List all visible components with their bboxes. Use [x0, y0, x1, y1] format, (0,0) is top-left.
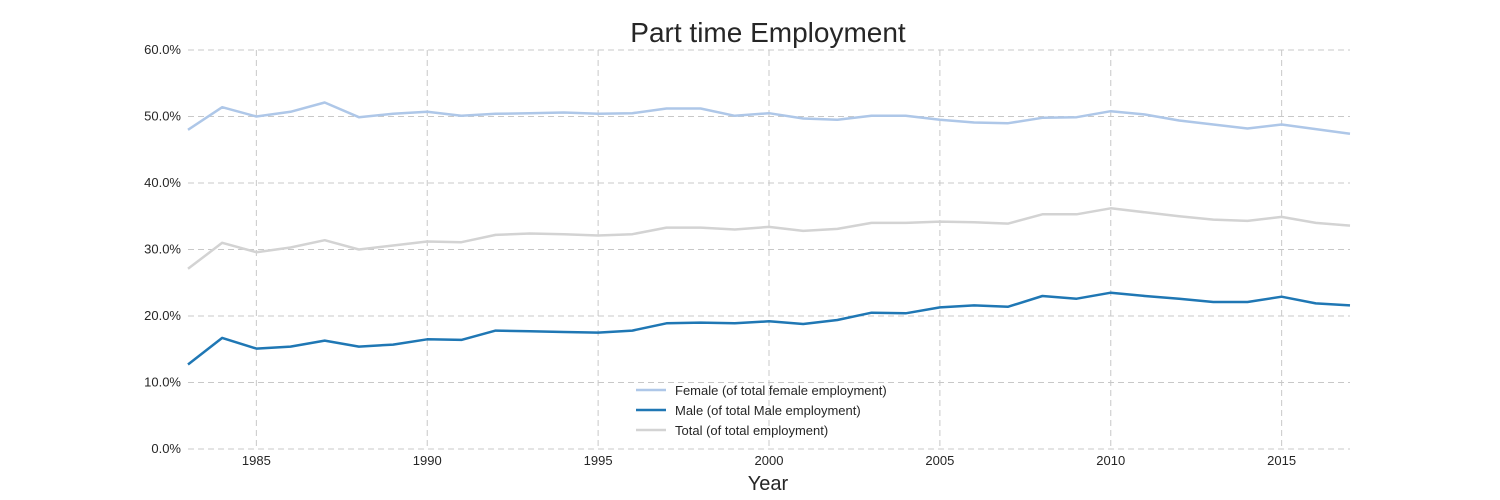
x-tick-label: 2000: [755, 453, 784, 468]
x-axis: 1985 1990 1995 2000 2005 2010 2015: [242, 453, 1296, 468]
series-line-total: [187, 207, 1351, 270]
y-tick-label: 30.0%: [144, 242, 181, 257]
legend-label: Female (of total female employment): [675, 383, 887, 398]
y-tick-label: 0.0%: [151, 441, 181, 456]
x-tick-label: 1995: [584, 453, 613, 468]
legend-label: Total (of total employment): [675, 423, 828, 438]
y-tick-label: 20.0%: [144, 308, 181, 323]
x-tick-label: 1990: [413, 453, 442, 468]
x-tick-label: 2015: [1267, 453, 1296, 468]
x-tick-label: 2010: [1096, 453, 1125, 468]
grid: [188, 49, 1350, 450]
x-tick-label: 2005: [925, 453, 954, 468]
legend: Female (of total female employment) Male …: [636, 383, 887, 438]
y-tick-label: 40.0%: [144, 175, 181, 190]
legend-label: Male (of total Male employment): [675, 403, 861, 418]
x-axis-label: Year: [748, 473, 789, 495]
y-tick-label: 10.0%: [144, 375, 181, 390]
chart-title: Part time Employment: [630, 17, 906, 48]
y-axis: 0.0% 10.0% 20.0% 30.0% 40.0% 50.0% 60.0%: [144, 42, 181, 456]
series-line-male: [187, 291, 1351, 366]
series-lines: [187, 101, 1351, 366]
y-tick-label: 50.0%: [144, 109, 181, 124]
y-tick-label: 60.0%: [144, 42, 181, 57]
x-tick-label: 1985: [242, 453, 271, 468]
series-line-female: [187, 101, 1351, 136]
